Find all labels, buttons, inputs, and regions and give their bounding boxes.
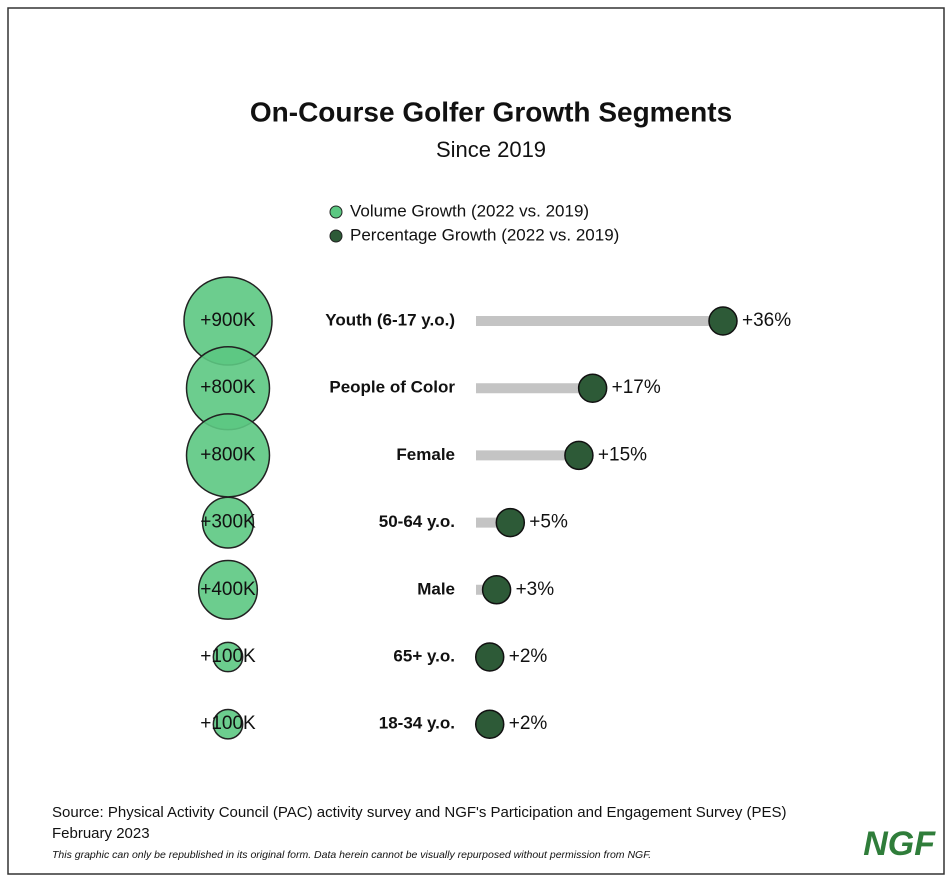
- category-label: Male: [417, 579, 455, 598]
- source: Source: Physical Activity Council (PAC) …: [52, 804, 787, 821]
- lollipop-dot: [564, 440, 594, 471]
- lollipop-dot: [708, 306, 738, 336]
- value-label: +5%: [529, 512, 568, 533]
- category-label: 65+ y.o.: [393, 646, 455, 665]
- bubble-label: +800K: [200, 444, 256, 465]
- legend-label: Volume Growth (2022 vs. 2019): [350, 201, 589, 220]
- category-label: Youth (6-17 y.o.): [325, 310, 455, 329]
- bubble-label: +900K: [200, 310, 256, 331]
- value-label: +15%: [598, 444, 647, 465]
- chart-title: On-Course Golfer Growth Segments: [250, 96, 732, 127]
- bubble-label: +400K: [200, 579, 256, 600]
- value-label: +36%: [742, 310, 791, 331]
- legend-swatch: [329, 229, 343, 243]
- lollipop-dot: [481, 575, 512, 605]
- lollipop-dot: [577, 373, 608, 403]
- legend-label: Percentage Growth (2022 vs. 2019): [350, 225, 619, 244]
- value-label: +2%: [509, 646, 548, 667]
- bubble: [197, 559, 259, 620]
- category-label: Female: [396, 445, 455, 464]
- lollipop-dot: [495, 507, 526, 538]
- frame: [7, 7, 945, 875]
- bubble-label: +300K: [200, 512, 256, 533]
- bubble: [212, 708, 244, 740]
- value-label: +17%: [612, 377, 661, 398]
- bubble: [201, 496, 255, 549]
- category-label: 18-34 y.o.: [379, 714, 455, 733]
- bubble: [212, 641, 244, 673]
- date: February 2023: [52, 825, 150, 842]
- value-label: +3%: [516, 579, 555, 600]
- bubble-label: +100K: [200, 713, 256, 734]
- category-label: 50-64 y.o.: [379, 512, 455, 531]
- lollipop-dot: [474, 642, 505, 672]
- note: This graphic can only be republished in …: [52, 849, 651, 861]
- bubble-label: +800K: [200, 377, 256, 398]
- value-label: +2%: [509, 713, 548, 734]
- category-label: People of Color: [329, 378, 455, 397]
- bubble-label: +100K: [200, 646, 256, 667]
- logo: NGF: [863, 825, 936, 863]
- lollipop-dot: [474, 709, 505, 739]
- chart-subtitle: Since 2019: [436, 137, 546, 162]
- legend-swatch: [329, 205, 343, 219]
